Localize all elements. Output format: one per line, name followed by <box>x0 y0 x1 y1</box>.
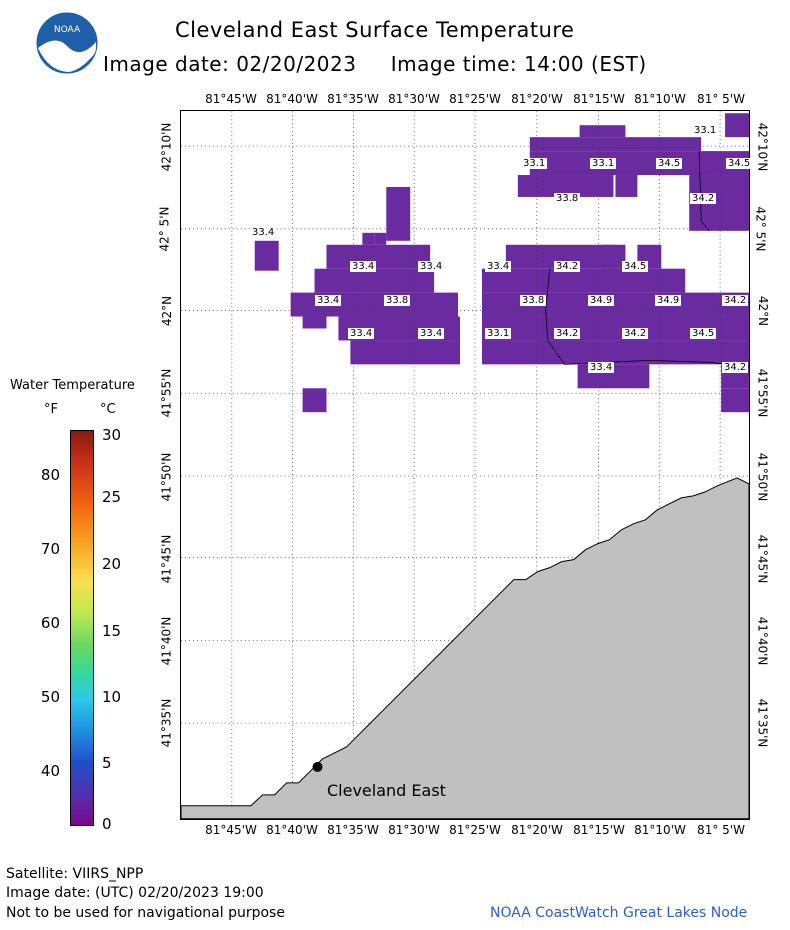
lon-label: 81°25'W <box>449 823 501 837</box>
lat-label: 41°45'N <box>755 534 770 584</box>
temp-label: 34.2 <box>690 193 717 204</box>
station-marker <box>312 761 323 772</box>
temp-label: 34.9 <box>655 295 682 306</box>
tick-f: 50 <box>40 688 60 706</box>
credit-text: NOAA CoastWatch Great Lakes Node <box>490 905 748 921</box>
legend-unit-f: °F <box>44 402 58 417</box>
tick-c: 20 <box>102 555 122 573</box>
lon-label: 81° 5'W <box>697 823 745 837</box>
lat-label: 41°50'N <box>159 452 174 502</box>
lat-label: 42°N <box>160 295 175 327</box>
lat-label: 42° 5'N <box>157 206 172 252</box>
lat-label: 41°50'N <box>755 452 770 502</box>
lat-label: 41°55'N <box>159 368 174 418</box>
tick-f: 40 <box>40 762 60 780</box>
lon-label: 81°20'W <box>511 823 563 837</box>
utc-date: Image date: (UTC) 02/20/2023 19:00 <box>6 885 264 901</box>
image-datetime: Image date: 02/20/2023 Image time: 14:00… <box>103 52 647 76</box>
legend-unit-c: °C <box>100 402 116 417</box>
lat-label: 42°10'N <box>159 122 174 172</box>
disclaimer: Not to be used for navigational purpose <box>6 905 285 921</box>
temp-label: 33.4 <box>588 362 615 373</box>
lon-label: 81°10'W <box>634 823 686 837</box>
temp-label: 34.5 <box>622 261 649 272</box>
lon-label: 81°20'W <box>511 92 563 106</box>
temp-label: 34.5 <box>726 158 753 169</box>
lon-label: 81°35'W <box>327 92 379 106</box>
noaa-logo-icon: NOAA <box>36 12 98 74</box>
temp-label: 33.4 <box>418 328 445 339</box>
color-scale-bar <box>70 430 94 826</box>
lat-label: 41°35'N <box>159 698 174 748</box>
lat-label: 41°45'N <box>159 534 174 584</box>
lat-label: 41°35'N <box>755 698 770 748</box>
lat-label: 42°N <box>756 295 771 327</box>
temp-label: 34.2 <box>722 362 749 373</box>
lon-label: 81°45'W <box>205 92 257 106</box>
tick-c: 5 <box>102 754 112 772</box>
temp-label: 33.8 <box>384 295 411 306</box>
lon-label: 81° 5'W <box>697 92 745 106</box>
lon-label: 81°40'W <box>266 92 318 106</box>
lon-label: 81°30'W <box>388 92 440 106</box>
temp-label: 33.4 <box>348 328 375 339</box>
tick-c: 25 <box>102 488 122 506</box>
lat-label: 42°10'N <box>755 122 770 172</box>
temp-label: 33.4 <box>418 261 445 272</box>
temp-label: 33.8 <box>520 295 547 306</box>
boundary-lines <box>545 151 749 367</box>
lon-label: 81°45'W <box>205 823 257 837</box>
lat-label: 42° 5'N <box>753 206 768 252</box>
temp-label: 33.1 <box>590 158 617 169</box>
temp-label: 33.1 <box>521 158 548 169</box>
lon-label: 81°40'W <box>266 823 318 837</box>
lon-label: 81°15'W <box>573 823 625 837</box>
temp-label: 33.4 <box>250 227 277 238</box>
temp-label: 34.2 <box>722 295 749 306</box>
tick-f: 60 <box>40 614 60 632</box>
temp-label: 34.2 <box>622 328 649 339</box>
tick-c: 30 <box>102 426 122 444</box>
lon-label: 81°35'W <box>327 823 379 837</box>
tick-c: 0 <box>102 815 112 833</box>
lon-label: 81°10'W <box>634 92 686 106</box>
lat-label: 41°40'N <box>755 616 770 666</box>
station-label: Cleveland East <box>327 781 446 800</box>
tick-c: 10 <box>102 688 122 706</box>
legend-title: Water Temperature <box>10 378 135 393</box>
lon-label: 81°25'W <box>449 92 501 106</box>
temp-label: 33.8 <box>554 193 581 204</box>
lat-label: 41°40'N <box>159 616 174 666</box>
satellite-info: Satellite: VIIRS_NPP <box>6 866 144 882</box>
temp-label: 34.5 <box>690 328 717 339</box>
temp-label: 34.2 <box>554 328 581 339</box>
tick-c: 15 <box>102 622 122 640</box>
lat-label: 41°55'N <box>755 368 770 418</box>
tick-f: 70 <box>40 540 60 558</box>
lon-label: 81°15'W <box>573 92 625 106</box>
temp-label: 33.4 <box>315 295 342 306</box>
temp-label: 33.1 <box>692 125 719 136</box>
temp-label: 33.1 <box>485 328 512 339</box>
logo-text: NOAA <box>54 25 81 35</box>
temp-label: 34.2 <box>554 261 581 272</box>
temp-label: 34.5 <box>656 158 683 169</box>
tick-f: 80 <box>40 466 60 484</box>
temp-label: 34.9 <box>588 295 615 306</box>
lon-label: 81°30'W <box>388 823 440 837</box>
page-title: Cleveland East Surface Temperature <box>175 18 575 42</box>
temperature-map <box>180 110 750 820</box>
temp-label: 33.4 <box>350 261 377 272</box>
land-area <box>181 477 749 819</box>
temp-label: 33.4 <box>485 261 512 272</box>
